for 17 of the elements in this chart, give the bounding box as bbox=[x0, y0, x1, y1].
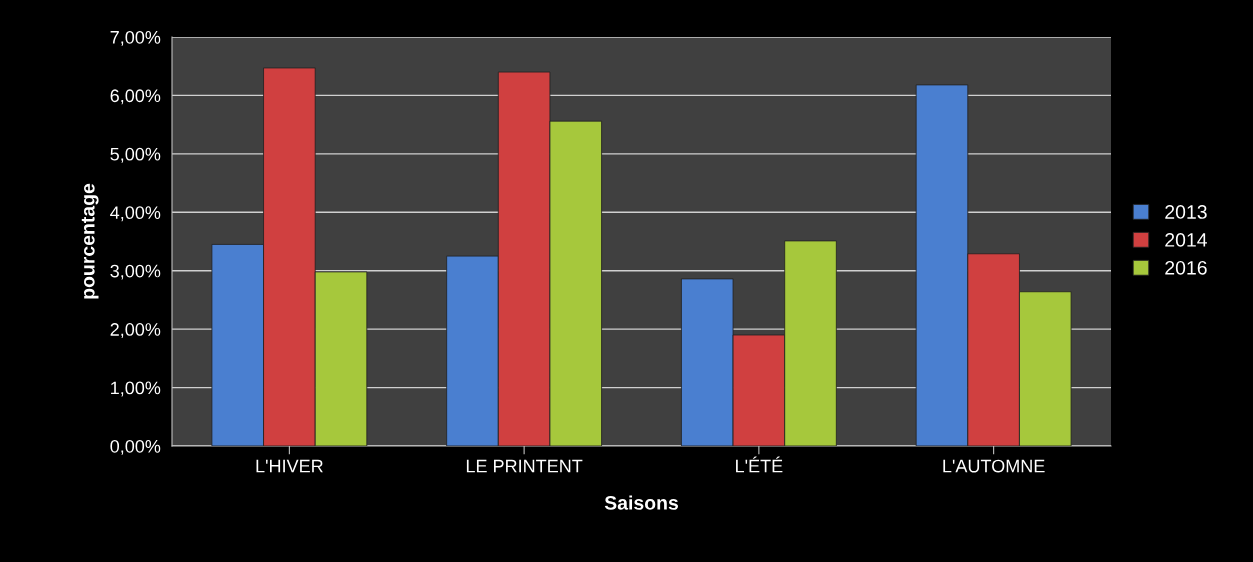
y-tick-label: 1,00% bbox=[111, 381, 161, 397]
y-axis-title: pourcentage bbox=[81, 183, 99, 299]
y-tick-label: 7,00% bbox=[110, 30, 161, 46]
legend-label: 2014 bbox=[1165, 233, 1207, 247]
y-tick-label: 3,00% bbox=[110, 264, 161, 280]
y-tick-label: 6,00% bbox=[110, 89, 161, 105]
y-tick-label: 5,00% bbox=[110, 147, 161, 163]
y-tick-label: 0,00% bbox=[110, 439, 161, 455]
y-tick-label: 2,00% bbox=[110, 323, 161, 338]
x-tick-label: L'AUTOMNE bbox=[943, 459, 1045, 473]
legend-label: 2016 bbox=[1165, 260, 1207, 275]
legend-label: 2013 bbox=[1165, 205, 1207, 219]
x-tick-label: LE PRINTENT bbox=[466, 459, 583, 473]
x-axis-title: Saisons bbox=[604, 495, 678, 510]
x-tick-label: L'HIVER bbox=[256, 459, 323, 473]
x-tick-label: L'ÉTÉ bbox=[736, 456, 783, 473]
y-tick-label: 4,00% bbox=[110, 206, 161, 222]
